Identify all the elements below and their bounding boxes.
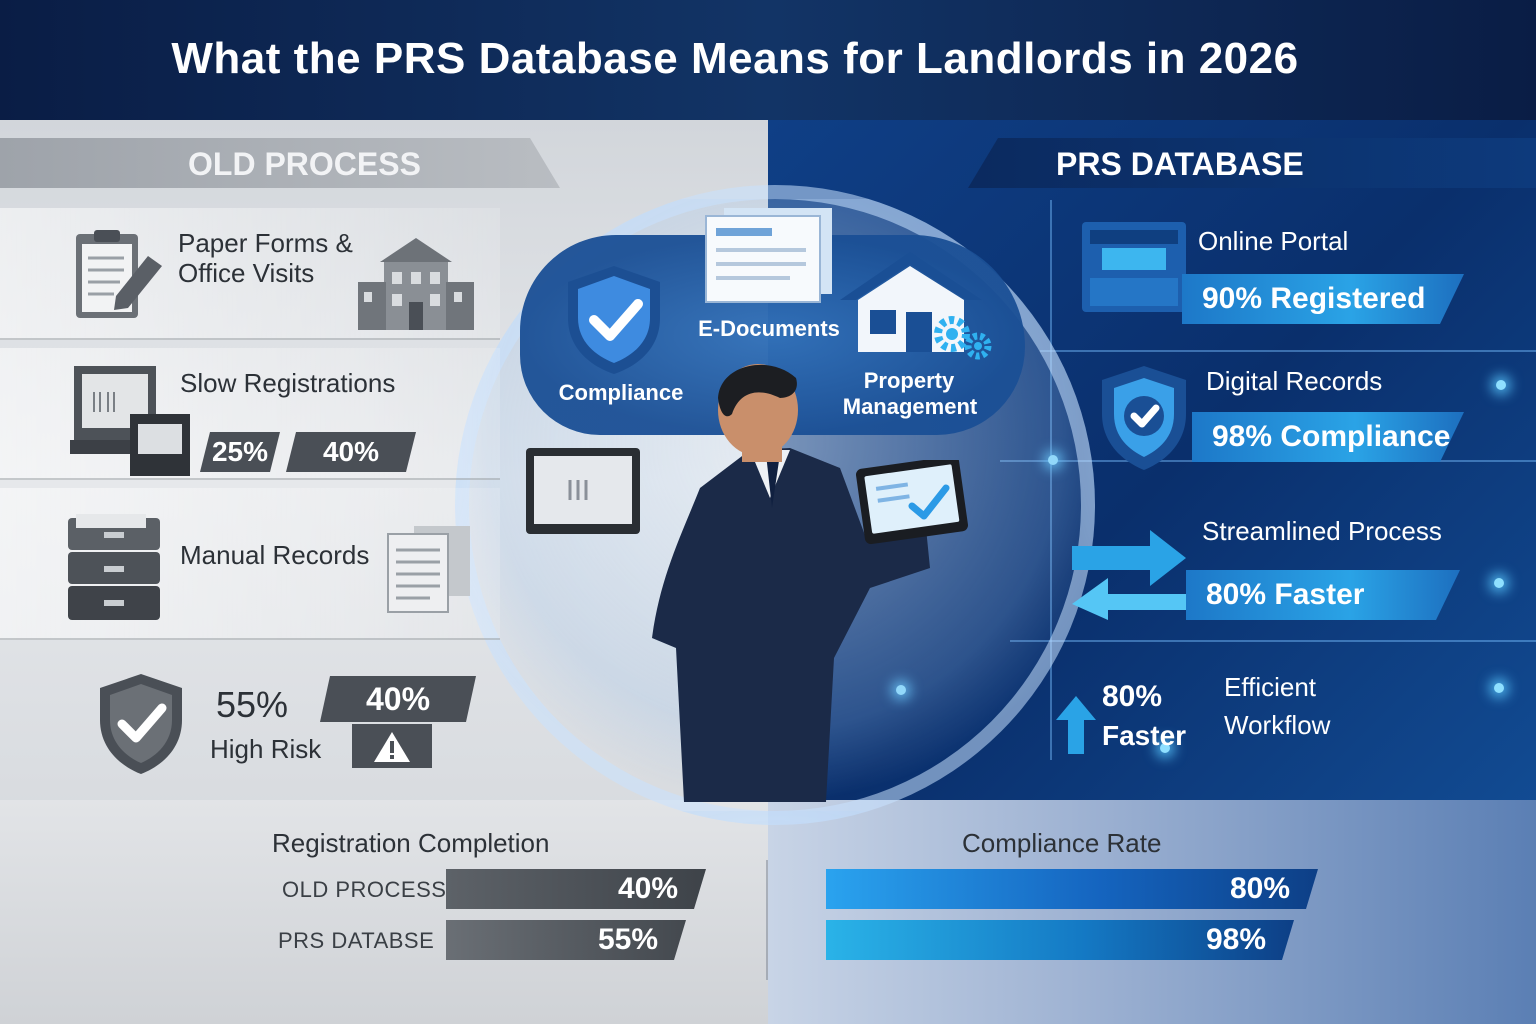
gears-icon bbox=[930, 312, 996, 369]
warning-triangle-icon bbox=[374, 732, 410, 762]
warning-badge bbox=[352, 724, 432, 768]
shield-check-icon bbox=[562, 262, 666, 383]
digital-records-stat: 98% Compliance bbox=[1192, 412, 1464, 462]
computer-printer-icon bbox=[68, 362, 198, 483]
shield-check-icon bbox=[96, 670, 186, 783]
risk-label: High Risk bbox=[210, 734, 322, 764]
compliance-label: Compliance bbox=[558, 380, 684, 405]
workflow-label-line2: Workflow bbox=[1224, 710, 1331, 740]
compliance-chart-panel bbox=[768, 800, 1536, 1024]
header-bar bbox=[0, 0, 1536, 120]
circuit-node bbox=[1496, 380, 1506, 390]
compliance-chart-title: Compliance Rate bbox=[962, 828, 1162, 858]
streamlined-process-label: Streamlined Process bbox=[1202, 516, 1442, 546]
registration-chart-title: Registration Completion bbox=[272, 828, 550, 858]
workflow-stat-line1: 80% bbox=[1102, 680, 1163, 713]
risk-badge: 40% bbox=[320, 676, 476, 722]
paper-forms-label-line2: Office Visits bbox=[178, 258, 315, 288]
slow-registrations-stat-2: 40% bbox=[286, 432, 416, 472]
registration-row-label-old: OLD PROCESS bbox=[282, 877, 447, 902]
filing-cabinet-icon bbox=[64, 512, 164, 629]
page-title: What the PRS Database Means for Landlord… bbox=[171, 34, 1299, 83]
compliance-bar-2: 98% bbox=[826, 920, 1294, 960]
registration-bar-prs: 55% bbox=[446, 920, 686, 960]
circuit-node bbox=[1494, 683, 1504, 693]
registration-row-label-prs: PRS DATABSE bbox=[278, 928, 435, 953]
property-label: Property bbox=[863, 368, 955, 393]
tablet-icon bbox=[854, 455, 970, 551]
slow-registrations-stat-1: 25% bbox=[200, 432, 280, 472]
management-label: Management bbox=[842, 394, 978, 419]
paper-forms-label-line1: Paper Forms & bbox=[178, 228, 353, 258]
digital-records-label: Digital Records bbox=[1206, 366, 1383, 396]
streamlined-process-stat: 80% Faster bbox=[1186, 570, 1460, 620]
old-process-banner bbox=[0, 138, 560, 188]
compliance-bar-1: 80% bbox=[826, 869, 1318, 909]
circuit-node bbox=[1160, 743, 1170, 753]
house-icon bbox=[836, 248, 986, 363]
double-arrow-icon bbox=[1064, 524, 1194, 625]
web-portal-icon bbox=[1080, 220, 1188, 321]
chart-divider bbox=[766, 860, 768, 980]
document-stack-icon bbox=[384, 522, 474, 619]
prs-database-banner bbox=[968, 138, 1536, 188]
registration-chart-panel bbox=[0, 800, 768, 1024]
circuit-node bbox=[1494, 578, 1504, 588]
old-process-heading: OLD PROCESS bbox=[188, 146, 421, 182]
registration-bar-old: 40% bbox=[446, 869, 706, 909]
workflow-label-line1: Efficient bbox=[1224, 672, 1317, 702]
businessman-figure bbox=[640, 358, 980, 807]
workflow-stat-line2: Faster bbox=[1102, 720, 1187, 751]
risk-percent: 55% bbox=[216, 684, 289, 725]
prs-database-heading: PRS DATABASE bbox=[1056, 146, 1304, 182]
clipboard-pencil-icon bbox=[70, 226, 170, 331]
manual-records-label: Manual Records bbox=[180, 540, 370, 570]
e-documents-label: E-Documents bbox=[698, 316, 840, 341]
online-portal-label: Online Portal bbox=[1198, 226, 1349, 256]
circuit-line bbox=[1040, 350, 1536, 352]
slow-registrations-label: Slow Registrations bbox=[180, 368, 396, 398]
online-portal-stat: 90% Registered bbox=[1182, 274, 1464, 324]
shield-check-icon bbox=[1096, 362, 1192, 479]
up-arrow-icon bbox=[1054, 694, 1098, 761]
circuit-line bbox=[1010, 640, 1536, 642]
laptop-icon bbox=[518, 446, 648, 547]
office-building-icon bbox=[356, 232, 476, 337]
documents-icon bbox=[702, 206, 836, 311]
